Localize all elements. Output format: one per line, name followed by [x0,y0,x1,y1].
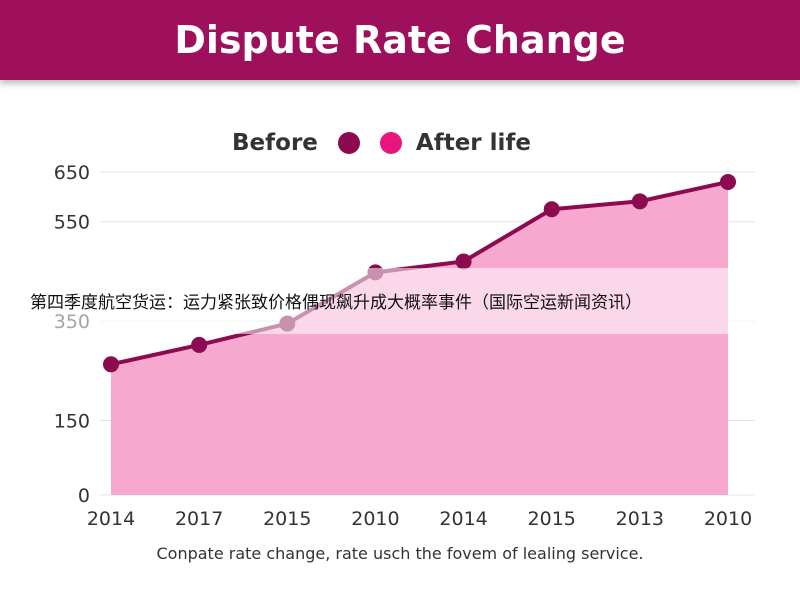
legend-after-swatch [379,132,402,154]
chart-title: Dispute Rate Change [174,18,626,62]
overlay-caption: 第四季度航空货运：运力紧张致价格偶现飙升成大概率事件（国际空运新闻资讯） [30,293,642,313]
series-line-segment [637,179,730,204]
y-tick-label: 650 [54,162,90,184]
header-bar [0,0,800,80]
legend: Before After life [232,126,531,160]
area-fill [111,181,728,495]
x-tick-label: 2014 [439,508,487,530]
legend-before-swatch [337,132,360,154]
data-point [103,356,119,373]
data-point [543,201,560,218]
area-layer [111,181,728,495]
series-line-segment [549,199,642,212]
y-axis: 0150350550650 [54,162,90,507]
legend-after-label: After life [415,130,532,156]
data-point [720,173,736,190]
x-tick-label: 2014 [87,508,135,530]
data-point [631,193,648,210]
x-tick-label: 2015 [263,508,311,530]
x-tick-label: 2013 [616,508,664,530]
series-line-segment [109,342,202,367]
data-point [191,336,208,353]
caption-overlay-band [0,268,800,334]
x-axis: 2014 2017 2015 2010 2014 2015 2013 2010 [87,508,752,530]
x-tick-label: 2010 [704,508,752,530]
legend-before-label: Before [232,130,318,156]
y-tick-label: 0 [78,485,90,507]
y-tick-label: 550 [54,212,90,234]
footer-caption: Conpate rate change, rate usch the fovem… [156,544,644,563]
x-tick-label: 2015 [528,508,576,530]
data-point [455,253,472,270]
series-line-segment [461,207,554,264]
y-tick-label: 150 [54,410,90,432]
x-tick-label: 2010 [351,508,399,530]
x-tick-label: 2017 [175,508,223,530]
